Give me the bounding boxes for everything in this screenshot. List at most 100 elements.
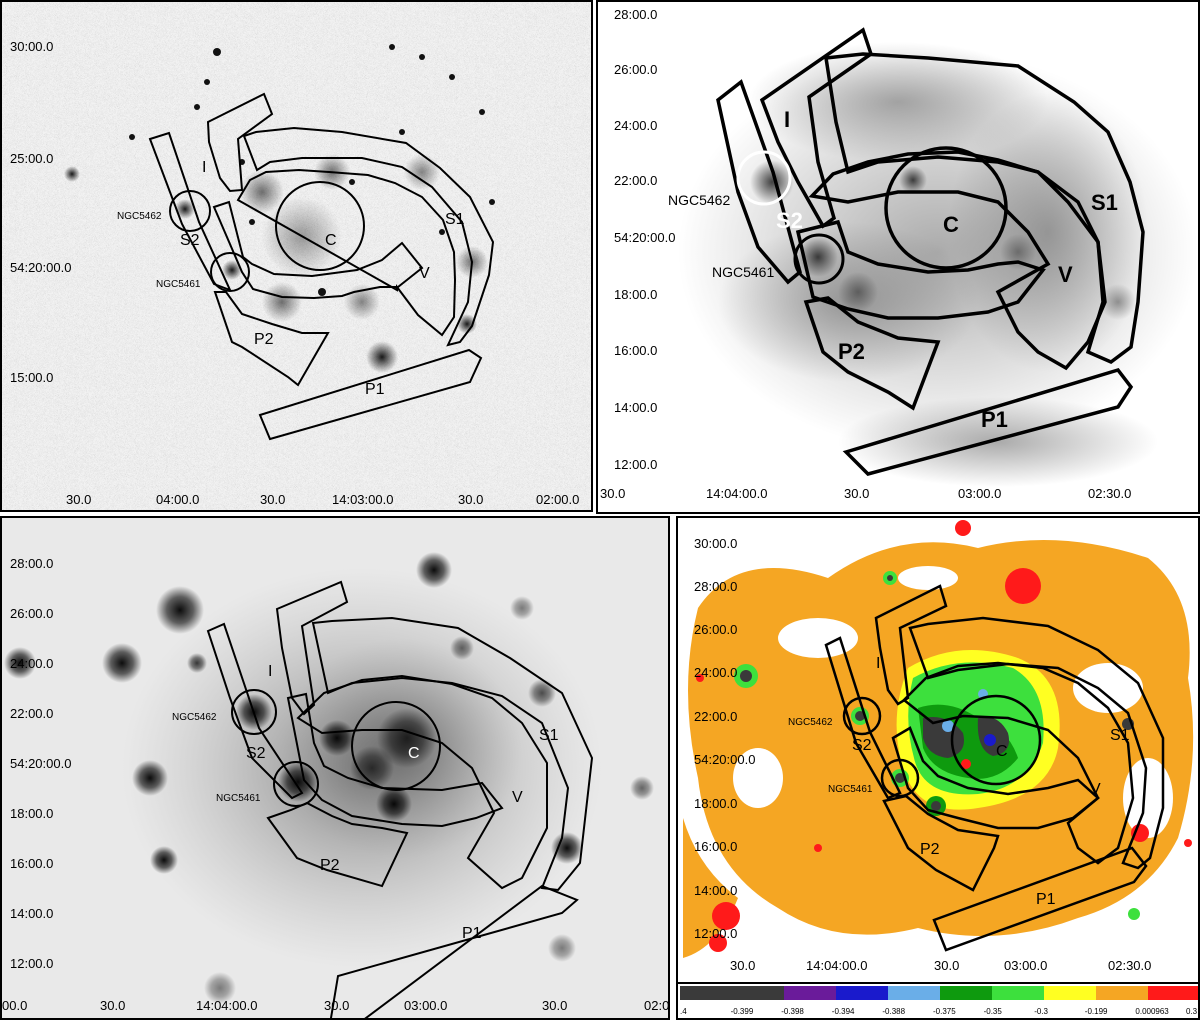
region-label-P1: P1 xyxy=(365,381,385,398)
region-label-S2: S2 xyxy=(776,208,803,233)
colorbar-tick-label: 0.3 xyxy=(1186,1007,1198,1016)
region-label-S2: S2 xyxy=(246,745,266,762)
ra-tick-label: 02:00.0 xyxy=(536,492,579,507)
colorbar-swatch xyxy=(784,986,837,1000)
dec-tick-label: 30:00.0 xyxy=(694,536,737,551)
dec-tick-label: 18:00.0 xyxy=(694,796,737,811)
region-label-S1: S1 xyxy=(1110,727,1130,744)
source-label-ngc5461: NGC5461 xyxy=(216,793,261,804)
ra-tick-label: 03:00.0 xyxy=(404,998,447,1013)
colorbar-tick-label: -0.394 xyxy=(832,1007,855,1016)
region-label-P2: P2 xyxy=(254,331,274,348)
region-label-V: V xyxy=(512,789,523,806)
region-label-V: V xyxy=(419,265,430,282)
dec-tick-label: 16:00.0 xyxy=(614,343,657,358)
region-label-C: C xyxy=(325,232,337,249)
colorbar-tick-label: -0.398 xyxy=(781,1007,804,1016)
ra-tick-label: 14:04:00.0 xyxy=(806,958,867,973)
dec-tick-label: 28:00.0 xyxy=(694,579,737,594)
dec-tick-label: 26:00.0 xyxy=(10,606,53,621)
ra-tick-label: 30.0 xyxy=(458,492,483,507)
region-label-P1: P1 xyxy=(462,925,482,942)
dec-tick-label: 16:00.0 xyxy=(10,856,53,871)
colorbar-tick-label: -0.199 xyxy=(1085,1007,1108,1016)
dec-tick-label: 15:00.0 xyxy=(10,370,53,385)
source-marker-ngc5461 xyxy=(793,233,845,285)
region-label-I: I xyxy=(876,655,880,672)
colorbar-swatch xyxy=(888,986,941,1000)
colorbar-labels: .4 -0.399 -0.398 -0.394 -0.388 -0.375 -0.35 -0.… xyxy=(680,1007,1198,1016)
dec-tick-label: 16:00.0 xyxy=(694,839,737,854)
dec-tick-label: 22:00.0 xyxy=(694,709,737,724)
dec-tick-label: 22:00.0 xyxy=(614,173,657,188)
region-outlines xyxy=(206,580,594,1018)
colorbar-svg: .4 -0.399 -0.398 -0.394 -0.388 -0.375 -0.35 -0.… xyxy=(680,986,1198,1016)
colorbar-swatch xyxy=(1148,986,1198,1000)
dec-tick-label: 24:00.0 xyxy=(694,665,737,680)
colorbar-swatch xyxy=(1096,986,1149,1000)
diffuse-emission xyxy=(4,552,654,1004)
colorbar: .4 -0.399 -0.398 -0.394 -0.388 -0.375 -0.35 -0.… xyxy=(676,984,1200,1020)
dec-tick-label: 12:00.0 xyxy=(10,956,53,971)
dec-tick-label: 12:00.0 xyxy=(694,926,737,941)
dec-tick-label: 30:00.0 xyxy=(10,39,53,54)
region-label-S1: S1 xyxy=(1091,190,1118,215)
colorbar-swatch xyxy=(680,986,733,1000)
ra-tick-label: 30.0 xyxy=(260,492,285,507)
dec-tick-label: 54:20:00.0 xyxy=(10,756,71,771)
panel-top-right: I S1 C V P2 P1 S2 NGC5462 NGC5461 28:00.… xyxy=(596,0,1200,514)
region-label-P2: P2 xyxy=(320,857,340,874)
colorbar-tick-label: -0.388 xyxy=(882,1007,905,1016)
panel-bottom-right-image: I S1 S2 C V P2 P1 NGC5462 NGC5461 30:00.… xyxy=(678,518,1198,982)
ra-tick-label: 02:30.0 xyxy=(1088,486,1131,501)
colorbar-tick-label: -0.35 xyxy=(984,1007,1003,1016)
dec-tick-label: 54:20:00.0 xyxy=(10,260,71,275)
region-label-P2: P2 xyxy=(838,339,865,364)
colorbar-swatch xyxy=(836,986,889,1000)
region-label-C: C xyxy=(408,745,420,762)
colorbar-tick-label: 0.000963 xyxy=(1135,1007,1169,1016)
dec-tick-label: 12:00.0 xyxy=(614,457,657,472)
source-markers xyxy=(842,696,920,798)
ra-tick-label: 30.0 xyxy=(542,998,567,1013)
dec-tick-label: 54:20:00.0 xyxy=(694,752,755,767)
panel-bottom-right: I S1 S2 C V P2 P1 NGC5462 NGC5461 30:00.… xyxy=(676,516,1200,984)
dec-tick-label: 22:00.0 xyxy=(10,706,53,721)
source-label-ngc5461: NGC5461 xyxy=(156,279,201,290)
dec-tick-label: 24:00.0 xyxy=(614,118,657,133)
hardness-ratio-map xyxy=(683,520,1194,958)
dec-tick-label: 28:00.0 xyxy=(10,556,53,571)
ra-tick-label: 30.0 xyxy=(844,486,869,501)
region-label-P1: P1 xyxy=(1036,891,1056,908)
region-label-S2: S2 xyxy=(180,232,200,249)
source-label-ngc5462: NGC5462 xyxy=(668,192,730,208)
ra-tick-label: 02:0 xyxy=(644,998,669,1013)
colorbar-swatch xyxy=(992,986,1045,1000)
ra-tick-label: 30.0 xyxy=(730,958,755,973)
source-markers xyxy=(231,689,319,807)
dec-tick-label: 26:00.0 xyxy=(694,622,737,637)
ra-tick-label: 30.0 xyxy=(600,486,625,501)
ra-tick-label: 00.0 xyxy=(2,998,27,1013)
source-marker-ngc5462 xyxy=(736,150,792,206)
dec-tick-label: 18:00.0 xyxy=(10,806,53,821)
colorbar-tick-label: -0.375 xyxy=(933,1007,956,1016)
dec-tick-label: 14:00.0 xyxy=(694,883,737,898)
region-outlines xyxy=(824,584,1165,952)
source-label-ngc5461: NGC5461 xyxy=(828,784,873,795)
region-outlines xyxy=(716,27,1145,476)
dec-tick-label: 14:00.0 xyxy=(614,400,657,415)
region-label-I: I xyxy=(268,663,272,680)
ra-tick-label: 03:00.0 xyxy=(1004,958,1047,973)
colorbar-tick-label: -0.399 xyxy=(731,1007,754,1016)
region-label-I: I xyxy=(784,107,790,132)
colorbar-tick-label: -0.3 xyxy=(1034,1007,1048,1016)
colorbar-swatch xyxy=(732,986,785,1000)
panel-bottom-left: I S1 S2 V P2 P1 C NGC5462 NGC5461 28:00.… xyxy=(0,516,670,1020)
dec-tick-label: 25:00.0 xyxy=(10,151,53,166)
ra-tick-label: 14:04:00.0 xyxy=(706,486,767,501)
dec-tick-label: 24:00.0 xyxy=(10,656,53,671)
region-label-V: V xyxy=(1058,262,1073,287)
region-label-C: C xyxy=(943,212,959,237)
region-label-V: V xyxy=(1090,781,1101,798)
